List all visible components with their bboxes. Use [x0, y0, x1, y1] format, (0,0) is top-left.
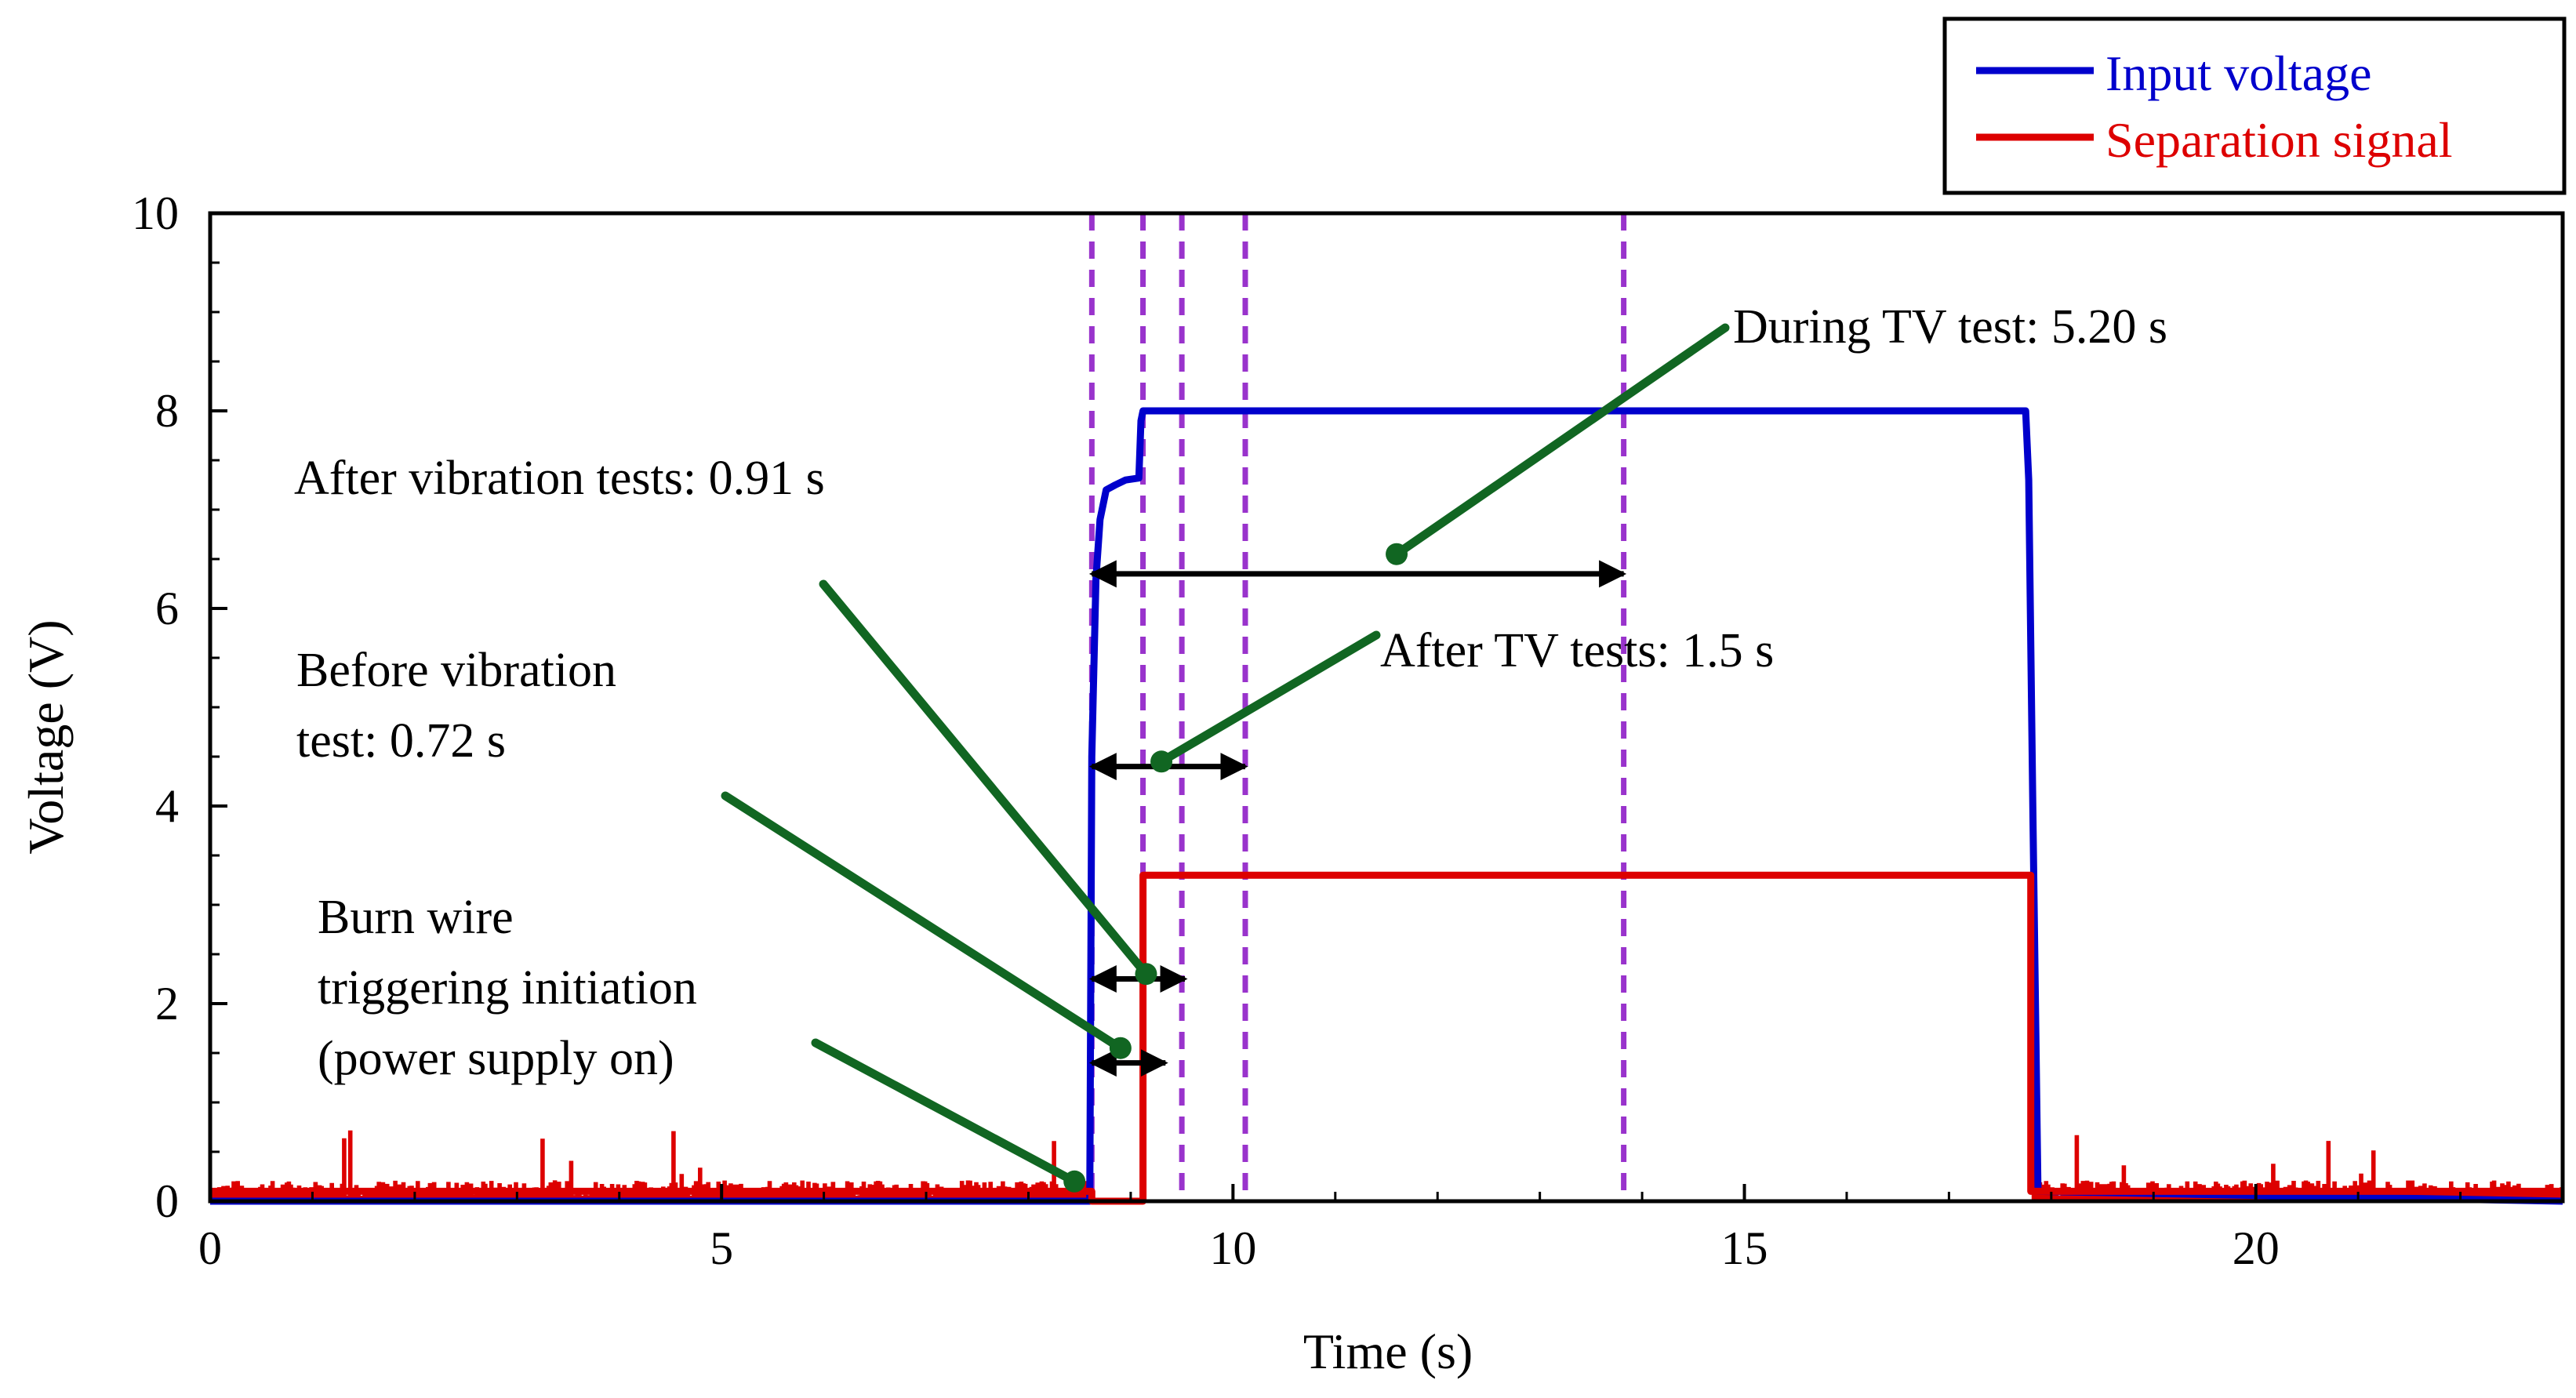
event-marker-lines [1088, 213, 1627, 1201]
annotation-after-tv: After TV tests: 1.5 s [1380, 624, 1774, 677]
leader-dot-4 [1150, 750, 1173, 773]
separation-signal-line [210, 871, 2563, 1205]
legend-label-input-voltage: Input voltage [2105, 45, 2371, 101]
series-lines [209, 407, 2563, 1205]
input-voltage-line [210, 407, 2563, 1205]
legend-box [1942, 16, 2567, 195]
y-tick-label-6: 6 [155, 583, 179, 634]
axis-titles: Time (s) Voltage (V) [18, 619, 1473, 1379]
y-tick-label-10: 10 [132, 187, 179, 239]
annotation-leader-lines [721, 323, 1730, 1193]
annotation-text: Burn wire triggering initiation (power s… [294, 300, 2167, 1085]
x-tick-label-5: 5 [710, 1222, 733, 1274]
y-axis-title: Voltage (V) [18, 619, 74, 854]
leader-line-2 [721, 791, 1125, 1053]
leader-line-4 [1157, 630, 1381, 766]
annotation-burn-wire-line2: triggering initiation [318, 961, 697, 1015]
legend-label-separation-signal: Separation signal [2105, 112, 2453, 168]
y-tick-label-0: 0 [155, 1175, 179, 1227]
leader-dot-2 [1109, 1037, 1132, 1059]
annotation-after-vibration: After vibration tests: 0.91 s [294, 452, 825, 505]
y-tick-label-2: 2 [155, 978, 179, 1029]
leader-dot-3 [1135, 963, 1157, 986]
leader-dot-1 [1063, 1170, 1086, 1193]
x-axis-title: Time (s) [1303, 1324, 1473, 1379]
axis-ticks: 0 5 10 15 20 0 2 4 6 8 10 [132, 187, 2462, 1274]
annotation-during-tv: During TV test: 5.20 s [1733, 300, 2167, 354]
y-tick-label-4: 4 [155, 780, 179, 832]
x-tick-label-0: 0 [198, 1222, 222, 1274]
legend: Input voltage Separation signal [1942, 16, 2567, 195]
annotation-burn-wire-line1: Burn wire [318, 891, 514, 944]
x-tick-label-15: 15 [1721, 1222, 1768, 1274]
annotation-before-vibration-line2: test: 0.72 s [296, 714, 506, 768]
y-tick-label-8: 8 [155, 385, 179, 437]
leader-line-3 [819, 579, 1150, 979]
leader-line-5 [1392, 323, 1730, 559]
x-tick-label-20: 20 [2233, 1222, 2280, 1274]
annotation-before-vibration-line1: Before vibration [296, 644, 616, 697]
x-tick-label-10: 10 [1209, 1222, 1256, 1274]
leader-dot-5 [1386, 543, 1408, 565]
annotation-burn-wire-line3: (power supply on) [318, 1032, 674, 1085]
leader-line-1 [811, 1038, 1079, 1186]
